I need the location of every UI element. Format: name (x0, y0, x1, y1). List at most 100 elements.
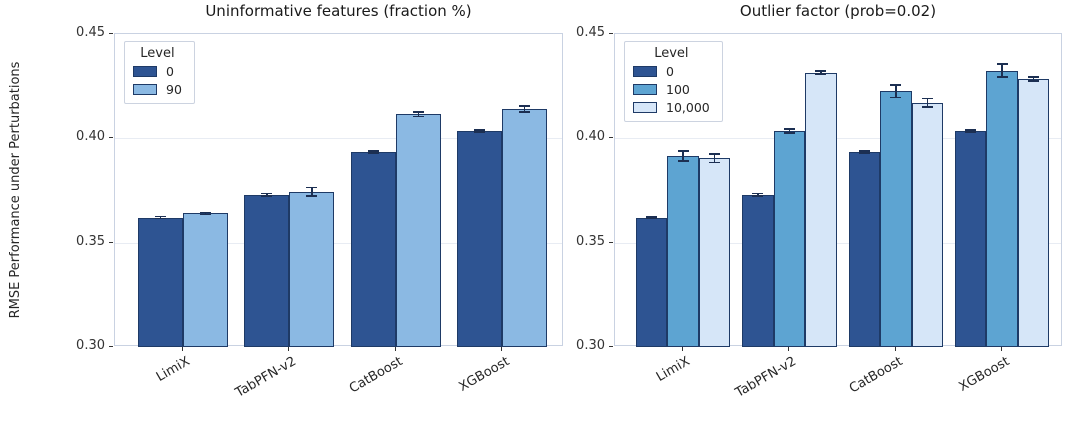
left-subplot: Level 0 90 (114, 33, 563, 347)
error-bar-cap-top (965, 129, 977, 131)
gridline (115, 242, 562, 244)
bar (1017, 78, 1050, 347)
y-tick-mark (109, 346, 113, 347)
y-tick-label: 0.35 (576, 233, 605, 249)
error-bar-line (204, 212, 207, 215)
error-bar-cap-top (815, 70, 827, 72)
y-tick-mark (609, 241, 613, 243)
error-bar-cap-top (646, 216, 657, 218)
error-bar-cap-bottom (858, 152, 870, 154)
error-bar-line (266, 193, 268, 196)
bar (350, 151, 396, 347)
error-bar-cap-bottom (677, 160, 689, 163)
error-bar-line (757, 193, 759, 196)
bar (698, 158, 731, 347)
x-tick-mark (182, 347, 183, 351)
right-subplot-title: Outlier factor (prob=0.02) (739, 2, 937, 20)
legend: Level 0 90 (124, 41, 195, 104)
y-axis-label-text: RMSE Performance under Perturbations (8, 61, 23, 319)
x-tick-mark (1001, 347, 1003, 351)
error-bar-cap-top (890, 84, 902, 86)
legend-swatch (133, 66, 157, 77)
y-axis-label: RMSE Performance under Perturbations (8, 0, 23, 319)
error-bar-cap-bottom (200, 213, 211, 216)
x-tick-mark (788, 347, 790, 351)
error-bar-cap-bottom (709, 161, 720, 164)
error-bar-cap-bottom (1028, 80, 1040, 82)
error-bar-line (478, 129, 481, 133)
error-bar-line (372, 150, 375, 153)
error-bar-cap-bottom (921, 106, 933, 108)
error-bar-cap-bottom (646, 217, 657, 220)
bar (986, 70, 1018, 347)
error-bar-line (417, 112, 420, 117)
bar (635, 217, 668, 347)
bar (742, 194, 774, 347)
bar (183, 213, 228, 347)
y-tick-label: 0.45 (576, 25, 605, 40)
error-bar-cap-bottom (155, 217, 166, 220)
x-tick-mark (501, 347, 503, 351)
bar (954, 131, 987, 347)
y-tick-label: 0.45 (76, 25, 105, 40)
left-subplot-title: Uninformative features (fraction %) (205, 2, 472, 20)
x-tick-mark (682, 347, 683, 351)
legend-swatch (133, 84, 157, 95)
error-bar-cap-bottom (890, 96, 902, 99)
error-bar-cap-bottom (783, 132, 795, 134)
error-bar-cap-bottom (412, 115, 424, 118)
error-bar-cap-top (412, 111, 424, 114)
legend-swatch (633, 84, 657, 95)
error-bar-cap-top (858, 150, 870, 152)
error-bar-cap-top (996, 63, 1008, 66)
y-tick-label: 0.30 (576, 338, 605, 353)
gridline (115, 138, 562, 140)
legend-entry: 90 (133, 82, 182, 97)
legend-entry: 0 (633, 64, 710, 79)
y-tick-mark (109, 33, 113, 34)
bar (244, 194, 290, 347)
error-bar-cap-bottom (752, 194, 764, 197)
error-bar-cap-top (155, 215, 166, 218)
error-bar-cap-bottom (815, 73, 827, 75)
legend-entry: 0 (133, 64, 182, 79)
right-subplot: Level 0 100 10,000 (614, 33, 1062, 347)
error-bar-cap-top (783, 128, 795, 130)
error-bar-line (926, 98, 929, 108)
error-bar-cap-top (367, 150, 379, 152)
error-bar-cap-top (519, 105, 531, 107)
y-tick-label: 0.40 (576, 129, 605, 145)
x-tick-mark (894, 347, 896, 351)
x-tick-label: XGBoost (455, 354, 512, 395)
legend-title: Level (140, 46, 175, 61)
bar (289, 191, 335, 347)
x-tick-label: CatBoost (346, 354, 406, 397)
error-bar-cap-bottom (306, 194, 318, 197)
bar (667, 156, 699, 347)
bar (848, 151, 881, 347)
error-bar-line (159, 216, 162, 219)
error-bar-cap-top (677, 150, 689, 152)
bar (911, 102, 944, 347)
bar (805, 72, 837, 347)
error-bar-line (1032, 76, 1035, 81)
legend: Level 0 100 10,000 (624, 41, 723, 122)
legend-entry: 10,000 (633, 100, 710, 115)
y-tick-mark (109, 137, 113, 139)
bar (138, 217, 183, 347)
legend-swatch (633, 66, 657, 77)
y-tick-label: 0.35 (76, 233, 105, 249)
x-tick-label: CatBoost (846, 354, 906, 397)
y-tick-mark (609, 33, 613, 34)
error-bar-cap-bottom (519, 111, 531, 114)
error-bar-line (969, 129, 972, 133)
x-tick-mark (394, 347, 396, 351)
legend-label: 0 (166, 64, 174, 79)
legend-entry: 100 (633, 82, 710, 97)
bar (395, 114, 441, 347)
x-tick-label: TabPFN-v2 (733, 354, 799, 401)
error-bar-cap-top (474, 129, 486, 131)
legend-label: 0 (666, 64, 674, 79)
legend-label: 100 (666, 82, 690, 97)
